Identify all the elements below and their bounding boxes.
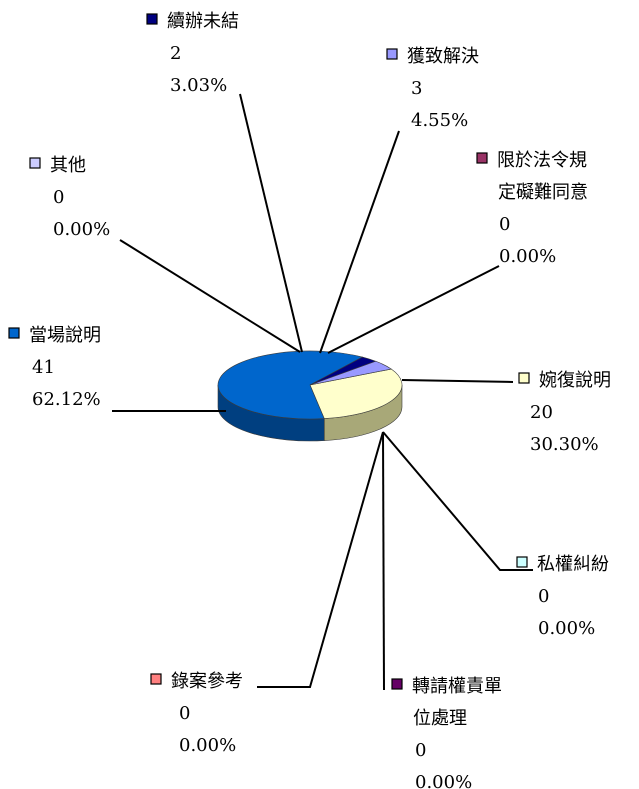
slice---leader [382,431,533,571]
slice---count: 41 [32,357,55,378]
slice---swatch [386,48,398,60]
slice---leader [119,239,301,353]
slice---count: 0 [53,187,64,208]
slice---count: 3 [411,78,422,99]
slice---label-line-0: 錄案參考 [171,671,243,692]
slice---count: 0 [179,703,190,724]
slice---swatch [29,157,41,169]
slice---percent: 0.00% [538,618,595,639]
slice---leader [382,431,385,691]
slice---swatch [516,556,528,568]
slice---leader [239,93,303,353]
slice---swatch [476,152,488,164]
pie-top [217,350,403,420]
slice---swatch [518,372,530,384]
slice---leader [327,265,500,354]
slice---label-line-0: 轉請權責單 [412,676,502,697]
data-labels: 婉復說明2030.30%私權糾紛00.00%轉請權責單位處理00.00%錄案參考… [8,11,611,789]
slice---label-line-1: 位處理 [413,708,467,729]
slice---swatch [146,13,158,25]
slice---leader [319,130,400,354]
slice---percent: 4.55% [411,110,468,131]
slice---percent: 3.03% [170,75,227,96]
slice---leader [401,379,514,383]
slice---top [309,368,403,419]
slice---label-line-0: 婉復說明 [539,370,611,391]
slice---label-line-0: 獲致解決 [407,46,479,67]
slice---percent: 0.00% [499,246,556,267]
slice---top [217,350,364,420]
slice---swatch [8,327,20,339]
slice---label-line-0: 限於法令規 [497,150,587,171]
slice---count: 0 [415,740,426,761]
slice---swatch [150,673,162,685]
slice---swatch [391,678,403,690]
slice---percent: 0.00% [415,772,472,789]
slice---label-line-0: 其他 [50,155,86,176]
slice---count: 2 [170,43,181,64]
slice---label-line-0: 續辦未結 [167,11,239,32]
slice---label-line-0: 私權糾紛 [537,554,609,575]
slice---count: 0 [538,586,549,607]
slice---label-line-0: 當場說明 [29,325,101,346]
slice---count: 20 [530,402,553,423]
slice---percent: 0.00% [53,219,110,240]
slice---leader [257,431,384,688]
slice---count: 0 [499,214,510,235]
leader-lines [112,93,533,691]
slice---percent: 0.00% [179,735,236,756]
slice---label-line-1: 定礙難同意 [498,182,588,203]
slice---percent: 62.12% [32,389,101,410]
slice---top [309,360,392,386]
slice---percent: 30.30% [530,434,599,455]
